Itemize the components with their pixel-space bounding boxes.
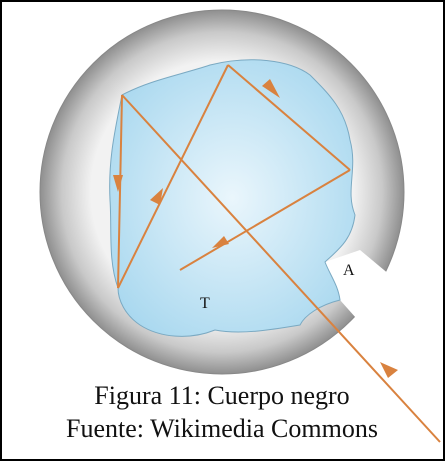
arrow: [262, 79, 280, 98]
ray: [121, 94, 441, 443]
arrow: [113, 175, 123, 192]
arrow: [380, 362, 398, 378]
cavity: [109, 59, 356, 337]
opening-gap: [325, 250, 420, 345]
caption-line: Fuente: Wikimedia Commons: [66, 414, 378, 443]
ray: [117, 64, 229, 289]
label-a: A: [343, 262, 355, 279]
rays: [113, 64, 441, 443]
arrow: [150, 188, 163, 205]
ray: [179, 169, 351, 271]
caption-line: Figura 11: Cuerpo negro: [94, 381, 349, 410]
ray: [227, 64, 351, 171]
arrow: [212, 236, 229, 248]
ray: [117, 94, 123, 289]
label-t: T: [200, 295, 210, 312]
